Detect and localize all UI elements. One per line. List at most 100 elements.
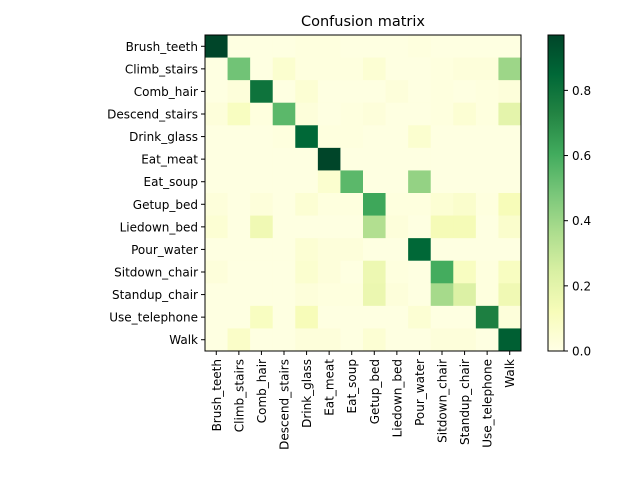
- heatmap-cell: [295, 283, 319, 307]
- heatmap-cell: [363, 328, 386, 352]
- heatmap-cell: [295, 328, 319, 352]
- heatmap-cell: [430, 283, 454, 307]
- heatmap-cell: [363, 215, 386, 239]
- heatmap-cell: [498, 170, 522, 194]
- heatmap-cell: [295, 305, 319, 329]
- heatmap-cell: [205, 35, 228, 58]
- heatmap-cell: [272, 147, 296, 171]
- heatmap-cell: [475, 260, 499, 284]
- heatmap-cell: [295, 170, 319, 194]
- heatmap-cell: [408, 215, 432, 239]
- heatmap-cell: [295, 80, 319, 104]
- heatmap-cell: [453, 57, 477, 81]
- heatmap-cell: [272, 260, 296, 284]
- heatmap-cell: [317, 57, 341, 81]
- heatmap-cell: [295, 260, 319, 284]
- heatmap-cell: [408, 260, 432, 284]
- heatmap-cell: [498, 260, 522, 284]
- heatmap-cell: [363, 238, 386, 262]
- heatmap-cell: [430, 238, 454, 262]
- heatmap-cell: [475, 283, 499, 307]
- heatmap-cell: [272, 102, 296, 126]
- heatmap-cell: [430, 193, 454, 216]
- heatmap-cell: [430, 170, 454, 194]
- heatmap-cell: [408, 238, 432, 262]
- heatmap-cell: [475, 125, 499, 149]
- heatmap-cell: [498, 238, 522, 262]
- heatmap-cell: [475, 170, 499, 194]
- y-tick-label: Pour_water: [131, 243, 198, 257]
- heatmap-cell: [272, 35, 296, 58]
- heatmap-cell: [498, 147, 522, 171]
- heatmap-cell: [250, 102, 274, 126]
- heatmap-cell: [498, 102, 522, 126]
- heatmap-cell: [363, 283, 386, 307]
- y-tick-label: Sitdown_chair: [114, 266, 198, 280]
- y-tick-label: Walk: [169, 333, 198, 347]
- heatmap-cell: [385, 283, 409, 307]
- heatmap-cell: [295, 125, 319, 149]
- heatmap-cell: [453, 80, 477, 104]
- heatmap-cell: [205, 238, 228, 262]
- heatmap-cell: [227, 147, 251, 171]
- heatmap-cell: [408, 125, 432, 149]
- heatmap-cell: [205, 260, 228, 284]
- heatmap-cell: [295, 147, 319, 171]
- heatmap-cell: [250, 215, 274, 239]
- heatmap-cell: [475, 215, 499, 239]
- x-tick-label: Climb_stairs: [232, 359, 246, 432]
- heatmap-cell: [295, 215, 319, 239]
- heatmap-cell: [363, 57, 386, 81]
- heatmap-cell: [250, 238, 274, 262]
- heatmap-cell: [272, 80, 296, 104]
- heatmap-cell: [272, 283, 296, 307]
- heatmap-cell: [250, 35, 274, 58]
- heatmap-cell: [385, 328, 409, 352]
- heatmap-cell: [498, 125, 522, 149]
- x-tick-label: Brush_teeth: [210, 359, 224, 431]
- heatmap-cell: [453, 35, 477, 58]
- heatmap-cell: [317, 283, 341, 307]
- x-tick-label: Liedown_bed: [390, 359, 404, 437]
- heatmap-cell: [317, 35, 341, 58]
- heatmap-cell: [340, 80, 364, 104]
- heatmap-cell: [498, 193, 522, 216]
- x-tick-label: Descend_stairs: [278, 359, 292, 450]
- heatmap-cell: [317, 328, 341, 352]
- heatmap-cell: [498, 305, 522, 329]
- heatmap-cell: [385, 305, 409, 329]
- heatmap-cell: [340, 215, 364, 239]
- y-tick-label: Brush_teeth: [126, 40, 198, 54]
- heatmap-cells: [205, 35, 522, 352]
- heatmap-cell: [317, 147, 341, 171]
- heatmap-cell: [340, 283, 364, 307]
- colorbar-tick-label: 0.0: [572, 345, 591, 359]
- heatmap-cell: [363, 147, 386, 171]
- heatmap-cell: [430, 305, 454, 329]
- heatmap-cell: [340, 57, 364, 81]
- heatmap-frame: [204, 34, 522, 352]
- heatmap-cell: [363, 170, 386, 194]
- heatmap-cell: [250, 80, 274, 104]
- heatmap-cell: [205, 125, 228, 149]
- heatmap-cell: [430, 328, 454, 352]
- heatmap-cell: [340, 170, 364, 194]
- heatmap-cell: [408, 305, 432, 329]
- heatmap-cell: [317, 125, 341, 149]
- heatmap-cell: [340, 260, 364, 284]
- heatmap-cell: [227, 238, 251, 262]
- heatmap-cell: [317, 215, 341, 239]
- heatmap-cell: [408, 328, 432, 352]
- heatmap-cell: [430, 35, 454, 58]
- heatmap-cell: [317, 170, 341, 194]
- heatmap-cell: [363, 102, 386, 126]
- heatmap-cell: [385, 260, 409, 284]
- heatmap-cell: [430, 125, 454, 149]
- heatmap-cell: [453, 238, 477, 262]
- heatmap-cell: [295, 57, 319, 81]
- heatmap-cell: [227, 35, 251, 58]
- y-tick-label: Standup_chair: [112, 288, 198, 302]
- x-axis: Brush_teeth Climb_stairs Comb_hair Descend_…: [210, 351, 517, 450]
- heatmap-cell: [363, 35, 386, 58]
